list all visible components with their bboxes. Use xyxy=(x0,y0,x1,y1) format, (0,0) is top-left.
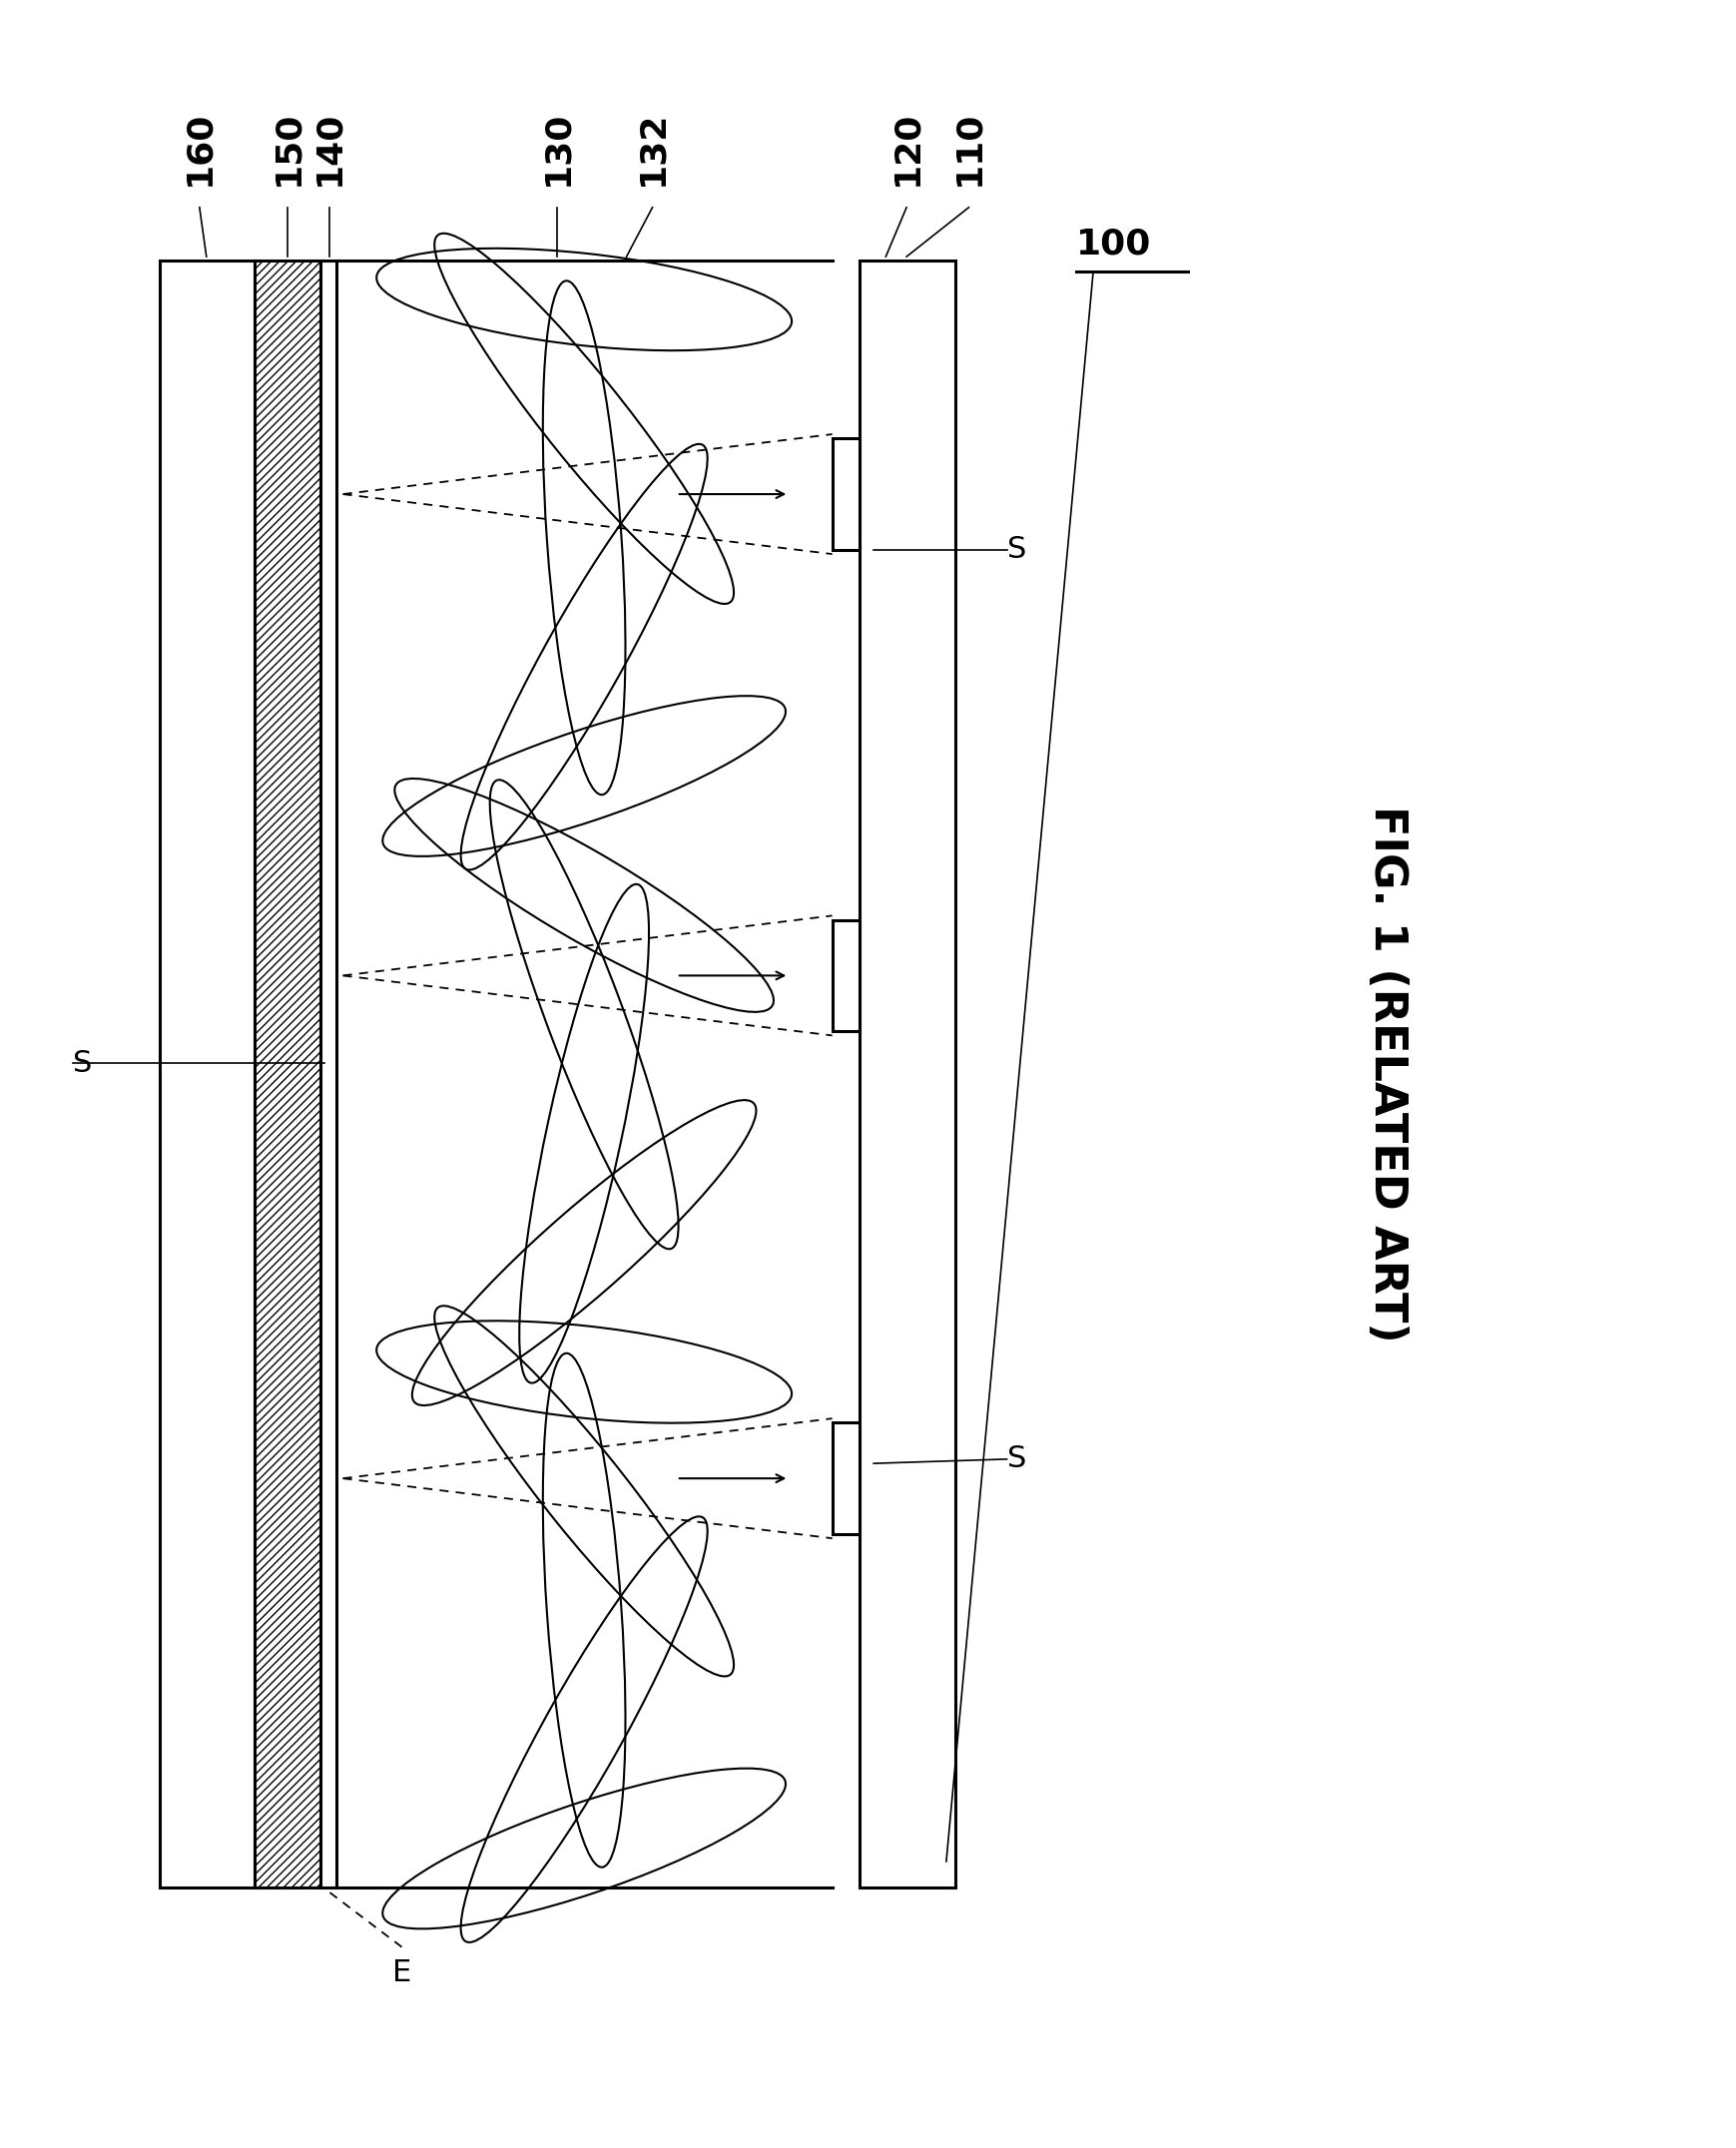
Text: 150: 150 xyxy=(271,112,304,187)
Text: E: E xyxy=(392,1959,411,1987)
Bar xyxy=(832,919,859,1031)
Text: S: S xyxy=(73,1048,92,1078)
Bar xyxy=(859,260,955,1888)
Bar xyxy=(321,260,335,1888)
Text: S: S xyxy=(1007,1446,1026,1474)
Text: 132: 132 xyxy=(635,112,668,187)
Text: 110: 110 xyxy=(951,112,984,187)
Text: FIG. 1 (RELATED ART): FIG. 1 (RELATED ART) xyxy=(1364,806,1408,1342)
Text: 140: 140 xyxy=(312,112,345,187)
Bar xyxy=(160,260,255,1888)
Text: S: S xyxy=(1007,535,1026,565)
Bar xyxy=(255,260,321,1888)
Text: 130: 130 xyxy=(540,112,575,187)
Text: 100: 100 xyxy=(1075,228,1151,260)
Bar xyxy=(832,438,859,550)
Text: 120: 120 xyxy=(889,112,924,187)
Text: 160: 160 xyxy=(182,112,217,187)
Bar xyxy=(832,1422,859,1534)
